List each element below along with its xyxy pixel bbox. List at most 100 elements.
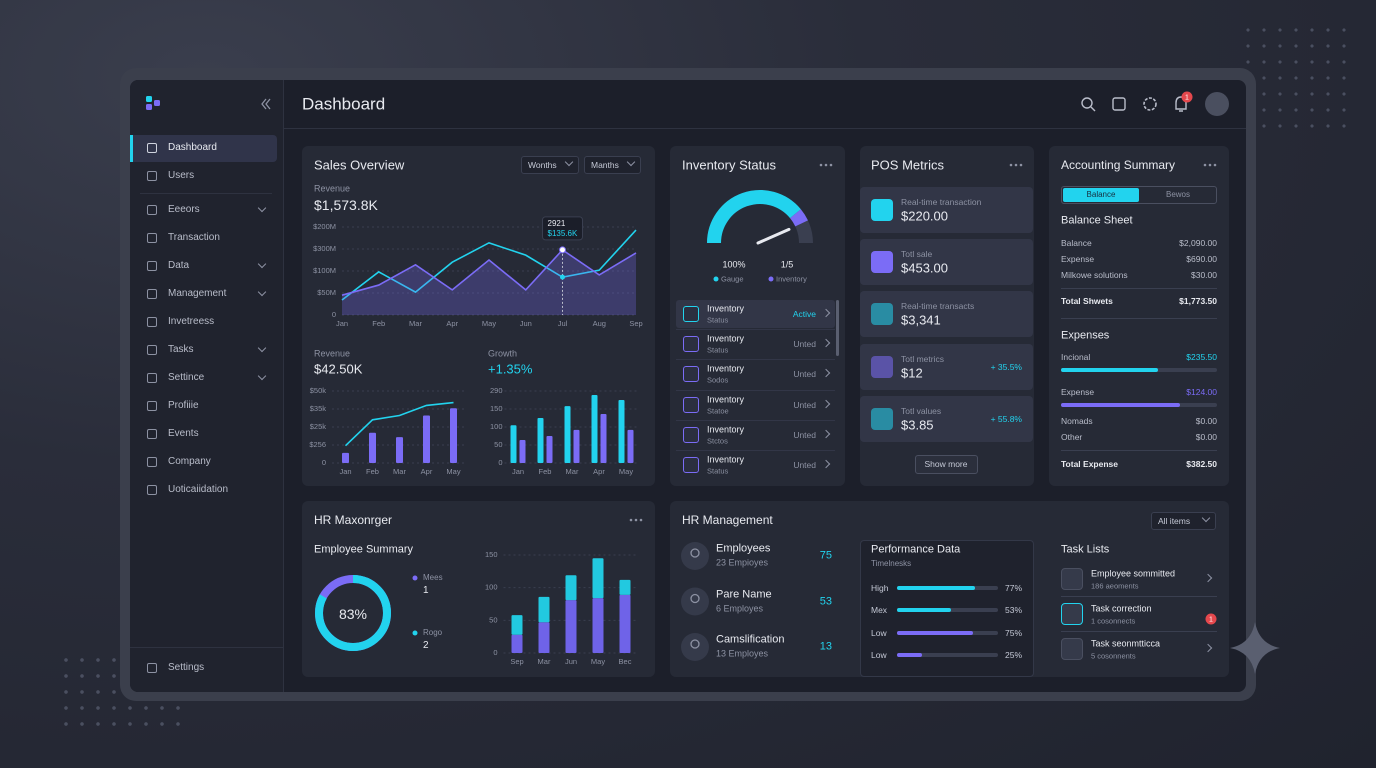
nav-active[interactable]: [130, 135, 277, 162]
text: Camslification: [716, 633, 785, 646]
nav-icon: [147, 485, 157, 495]
nav-item[interactable]: Invetreess: [168, 316, 215, 327]
badge: [1205, 613, 1217, 625]
nav-item[interactable]: Transaction: [168, 232, 220, 243]
x-tick-label: Mar: [393, 467, 406, 476]
nav-item[interactable]: Management: [168, 288, 227, 299]
nav-item[interactable]: Dashboard: [168, 142, 217, 153]
nav-item[interactable]: Data: [168, 260, 190, 271]
text: $382.50: [1186, 458, 1217, 469]
text: Bewos: [1165, 190, 1191, 199]
x-tick-label: Sep: [629, 319, 642, 328]
nav-item[interactable]: Profiiie: [168, 400, 199, 411]
text: Incional: [1061, 351, 1091, 362]
collapse[interactable]: [261, 98, 271, 110]
text: Sales Overview: [314, 157, 405, 173]
x-tick-label: May: [446, 467, 460, 476]
text: Status: [707, 315, 729, 325]
text: Stctos: [707, 436, 728, 446]
y-tick-label: $50M: [317, 288, 336, 297]
tabs: [1061, 186, 1217, 204]
y-tick-label: $256: [309, 440, 326, 449]
bar: [396, 437, 403, 463]
row-highlight[interactable]: [676, 300, 835, 328]
gauge-segment: [789, 209, 808, 227]
task-item[interactable]: Task correction: [1091, 603, 1152, 614]
nav-icon: [147, 143, 157, 153]
text: +1.35%: [488, 361, 533, 377]
filter[interactable]: [584, 156, 641, 174]
y-tick-label: $25k: [310, 422, 327, 431]
nav-item[interactable]: Eeeors: [168, 204, 200, 215]
search-icon[interactable]: [1081, 97, 1093, 109]
nav-item[interactable]: Company: [168, 456, 211, 467]
text: $30.00: [1191, 269, 1217, 280]
row-divider: [676, 359, 835, 361]
text: 1 cosonnects: [1091, 616, 1136, 626]
row-icon: [683, 336, 699, 353]
tab-active[interactable]: [1063, 188, 1139, 202]
nav-item[interactable]: Settince: [168, 372, 205, 383]
point: [560, 274, 565, 280]
text: Real-time transaction: [901, 196, 982, 207]
bar: [1061, 368, 1158, 372]
task-item[interactable]: Employee sommitted: [1091, 568, 1176, 579]
divider: [1061, 288, 1217, 289]
text: Inventory: [707, 394, 745, 405]
nav-icon: [147, 171, 157, 181]
bar: [619, 594, 631, 653]
nav-icon: [147, 401, 157, 411]
task-icon: [1061, 568, 1083, 590]
text: Low: [871, 627, 887, 638]
settings-icon[interactable]: [1143, 97, 1157, 111]
text: Accounting Summary: [1061, 158, 1176, 172]
y-tick-label: $200M: [313, 222, 336, 231]
nav-item[interactable]: Events: [168, 428, 199, 439]
logo: [154, 100, 160, 106]
x-tick-label: Mar: [409, 319, 422, 328]
text: Revenue: [314, 348, 351, 359]
text: Wonths: [528, 159, 557, 170]
bar: [897, 586, 975, 590]
x-tick-label: Apr: [446, 319, 458, 328]
search-icon: [1090, 106, 1096, 112]
row-icon: [683, 457, 699, 473]
avatar-icon: [690, 639, 700, 649]
text: 83%: [338, 606, 368, 622]
task-item[interactable]: Task seonmtticca: [1091, 638, 1161, 649]
text: Expense: [1061, 386, 1095, 397]
filter[interactable]: [521, 156, 579, 174]
menu-dot: [829, 163, 833, 167]
row-divider: [676, 419, 835, 421]
bar: [510, 425, 517, 463]
button[interactable]: [915, 455, 978, 474]
nav-item[interactable]: Users: [168, 170, 195, 181]
text: Unted: [793, 429, 816, 440]
divider: [1061, 450, 1217, 451]
calendar-icon[interactable]: [1112, 97, 1126, 111]
text: Inventory: [707, 424, 745, 435]
y-tick-label: 290: [490, 386, 503, 395]
text: $690.00: [1186, 253, 1217, 264]
y-tick-label: 0: [493, 648, 497, 657]
nav-item[interactable]: Tasks: [168, 344, 194, 355]
text: Manths: [591, 159, 619, 170]
text: 186 aeoments: [1091, 581, 1139, 591]
row-icon: [683, 426, 699, 443]
text: Balance Sheet: [1061, 214, 1133, 227]
text: 75%: [1004, 627, 1022, 638]
avatar: [681, 587, 709, 616]
text: Nomads: [1061, 415, 1093, 426]
text: Unted: [793, 338, 816, 349]
text: Totl metrics: [901, 353, 944, 364]
text: Inventory Status: [682, 157, 776, 173]
nav-item[interactable]: Uoticaiidation: [168, 484, 229, 495]
filter[interactable]: [1151, 512, 1216, 530]
text: 100%: [722, 259, 746, 270]
text: All items: [1158, 515, 1191, 526]
pos-icon: [871, 199, 893, 221]
avatar[interactable]: [1205, 92, 1229, 116]
text: Mees: [423, 573, 443, 582]
x-tick-label: May: [591, 657, 605, 666]
